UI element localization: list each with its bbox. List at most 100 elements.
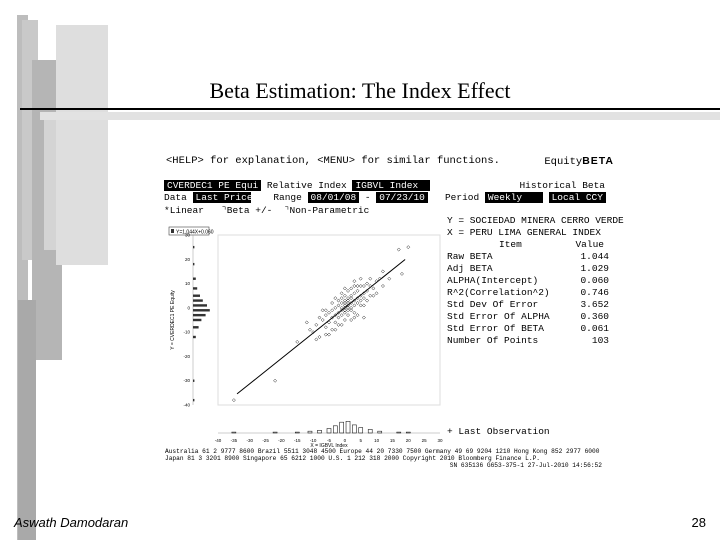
slide-decor-bar — [18, 300, 36, 540]
range-start-field[interactable]: 08/01/08 — [307, 192, 360, 203]
x-tick-label: -5 — [327, 438, 331, 443]
scatter-point — [368, 276, 373, 281]
title-rule — [20, 108, 720, 110]
scatter-point — [352, 284, 357, 288]
scatter-point — [358, 298, 363, 303]
checkbox-icon: ⌝ — [221, 205, 227, 216]
scatter-point — [342, 318, 347, 322]
period-field[interactable]: Weekly — [484, 192, 543, 203]
scatter-point — [349, 305, 354, 310]
brand-label: EquityBETA — [544, 155, 614, 168]
data-field[interactable]: Last Price — [192, 192, 253, 203]
last-observation-icon: + — [447, 426, 453, 437]
footer-line: Japan 81 3 3201 8900 Singapore 65 6212 1… — [165, 455, 541, 462]
scatter-point — [355, 284, 360, 288]
stat-row: ALPHA(Intercept) 0.060 — [447, 275, 609, 286]
checkbox-icon: ⌝ — [283, 205, 290, 216]
scatter-point — [355, 296, 360, 301]
y-axis-label: Y = CVERDEC1 PE Equity — [170, 290, 176, 350]
y-tick-label: 10 — [185, 281, 191, 286]
scatter-point — [380, 284, 385, 288]
stat-row: Std Dev Of Error 3.652 — [447, 299, 609, 310]
scatter-point — [361, 315, 366, 320]
x-tick-label: -20 — [278, 438, 285, 443]
x-histogram-bar — [307, 430, 313, 434]
scatter-point — [365, 288, 370, 293]
author-name: Aswath Damodaran — [14, 515, 129, 530]
last-observation-legend: + Last Observation — [447, 426, 550, 437]
stat-row: R^2(Correlation^2) 0.746 — [447, 287, 609, 298]
range-label: Range — [273, 192, 302, 203]
scatter-point — [371, 293, 376, 298]
y-histogram-bar — [193, 277, 196, 280]
scatter-point — [333, 313, 338, 318]
x-histogram-bar — [339, 421, 344, 434]
scatter-point — [349, 296, 354, 301]
scatter-point — [336, 322, 341, 327]
scatter-point — [349, 308, 354, 313]
scatter-point — [308, 327, 312, 332]
x-tick-label: 20 — [406, 438, 412, 443]
range-end-field[interactable]: 07/23/10 — [376, 192, 428, 203]
x-tick-label: -15 — [294, 438, 301, 443]
y-histogram-bar — [193, 309, 210, 312]
scatter-point — [365, 281, 370, 286]
data-label: Data — [164, 192, 187, 203]
scatter-point — [361, 284, 366, 288]
stat-row: Std Error Of ALPHA 0.360 — [447, 311, 609, 322]
scatter-point — [365, 298, 370, 303]
scatter-point — [355, 313, 360, 318]
scatter-point — [371, 286, 376, 291]
scatter-point — [336, 310, 341, 315]
period-label: Period — [444, 192, 480, 203]
scatter-point — [374, 279, 379, 284]
x-histogram-bar — [352, 424, 357, 434]
x-histogram-bar — [333, 425, 338, 434]
option-non-parametric[interactable]: ⌝Non-Parametric — [283, 205, 370, 216]
scatter-point — [339, 296, 344, 301]
relative-index-field[interactable]: IGBVL Index — [352, 180, 431, 191]
scatter-point — [361, 303, 366, 308]
currency-field[interactable]: Local CCY — [548, 192, 606, 203]
scatter-point — [339, 291, 344, 296]
x-tick-label: -30 — [246, 438, 253, 443]
range-separator: - — [364, 192, 371, 203]
scatter-point — [346, 313, 350, 318]
option-linear[interactable]: *Linear — [164, 205, 204, 216]
scatter-point — [406, 245, 411, 250]
scatter-point — [339, 305, 344, 310]
scatter-point — [361, 296, 366, 301]
y-histogram-bar — [193, 262, 195, 266]
stat-row: Number Of Points 103 — [447, 335, 609, 346]
scatter-point — [320, 308, 325, 313]
scatter-point — [295, 339, 300, 344]
slide-decor-bar — [40, 112, 720, 120]
y-tick-label: -30 — [183, 378, 190, 383]
scatter-point — [333, 320, 338, 325]
scatter-point — [387, 276, 392, 281]
scatter-point — [396, 247, 401, 252]
scatter-point — [339, 313, 344, 318]
y-definition: Y = SOCIEDAD MINERA CERRO VERDE — [447, 215, 624, 226]
x-tick-label: -10 — [310, 438, 317, 443]
x-histogram-bar — [272, 431, 278, 434]
footer-line: Australia 61 2 9777 8600 Brazil 5511 304… — [165, 448, 600, 455]
historical-beta-label: Historical Beta — [519, 180, 605, 191]
y-tick-label: -10 — [183, 330, 190, 335]
security-field[interactable]: CVERDEC1 PE Equi — [164, 180, 262, 191]
scatter-point — [349, 286, 354, 291]
option-beta-band[interactable]: ⌝Beta +/- — [221, 205, 273, 216]
scatter-point — [330, 308, 335, 313]
regression-line — [236, 259, 406, 395]
scatter-point — [352, 298, 357, 303]
y-histogram-bar — [193, 318, 202, 322]
scatter-point — [314, 337, 319, 342]
y-tick-label: -20 — [183, 354, 190, 359]
scatter-point — [358, 303, 363, 308]
scatter-point — [346, 303, 350, 308]
x-tick-label: 0 — [344, 438, 347, 443]
scatter-point — [336, 315, 341, 320]
slide-title: Beta Estimation: The Index Effect — [209, 78, 511, 103]
y-histogram-bar — [193, 294, 200, 297]
security-row: CVERDEC1 PE Equi Relative Index IGBVL In… — [164, 180, 431, 191]
